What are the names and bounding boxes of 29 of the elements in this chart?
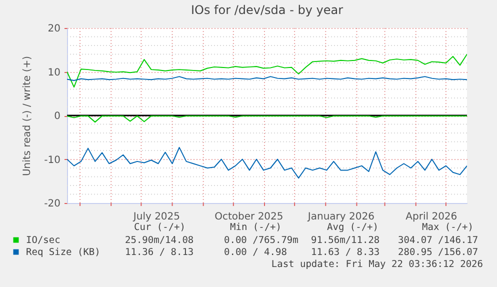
chart-title: IOs for /dev/sda - by year	[190, 3, 344, 17]
x-tick-label: April 2026	[406, 212, 458, 222]
line-series	[67, 115, 467, 123]
text: 11.36 / 8.13	[125, 247, 194, 258]
text: Max (-/+)	[422, 222, 474, 233]
text: Avg (-/+)	[327, 222, 378, 233]
text: 0.00 / 4.98	[224, 247, 288, 258]
text: 25.90m/14.08	[125, 235, 194, 246]
text: Last update: Fri May 22 03:36:12 2026	[271, 259, 484, 270]
y-tick-label: -10	[44, 154, 60, 166]
text: Cur (-/+)	[134, 222, 186, 233]
text: Min (-/+)	[230, 222, 282, 233]
line-series	[67, 146, 467, 179]
y-tick-label: 0	[54, 111, 60, 122]
text: 91.56m/11.28	[311, 235, 380, 246]
legend-label: IO/sec	[26, 235, 60, 246]
x-tick-label: October 2025	[214, 212, 284, 222]
y-tick-label: -20	[44, 198, 60, 210]
text: 280.95 /156.07	[398, 247, 478, 258]
text: 304.07 /146.17	[398, 235, 478, 246]
line-series	[67, 54, 467, 88]
text: 11.63 / 8.33	[311, 247, 380, 258]
x-tick-label: July 2025	[132, 212, 180, 222]
y-tick-label: 20	[48, 24, 60, 34]
legend-label: Req Size (KB)	[26, 247, 100, 258]
x-tick-label: January 2026	[306, 212, 374, 222]
y-tick-label: 10	[48, 67, 60, 78]
text: 0.00 /765.79m	[224, 235, 299, 246]
y-axis-title: Units read (-) / write (+)	[22, 56, 34, 176]
